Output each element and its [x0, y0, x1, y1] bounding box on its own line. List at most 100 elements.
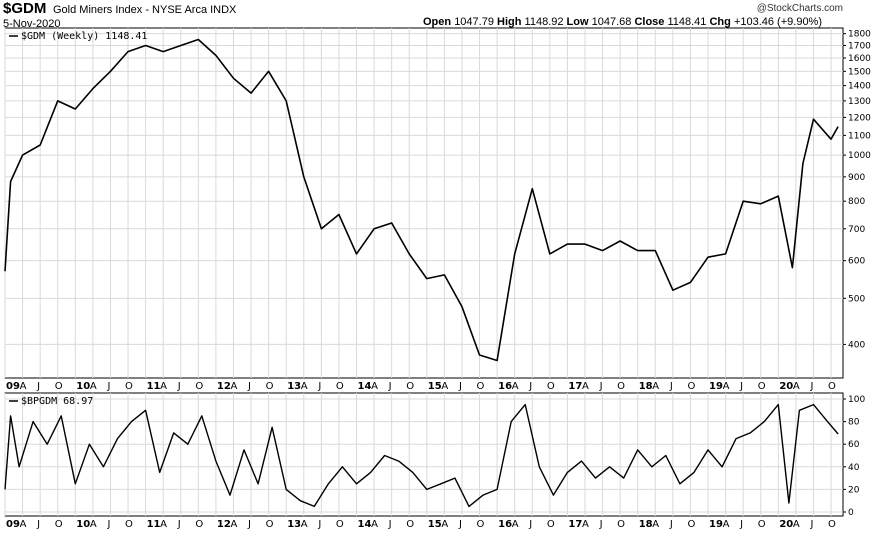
indicator-xtick-label: 16: [498, 519, 512, 530]
price-xtick-label: 20: [779, 381, 793, 392]
price-ytick-label: 1800: [848, 30, 871, 40]
price-xtick-label: A: [371, 381, 378, 392]
low-value: 1047.68: [591, 16, 632, 28]
price-ytick-label: 500: [848, 294, 865, 304]
indicator-xtick-label: O: [55, 519, 63, 530]
indicator-xtick-label: O: [547, 519, 555, 530]
price-xtick-label: O: [336, 381, 344, 392]
price-xtick-label: O: [55, 381, 63, 392]
indicator-ytick-label: 40: [848, 463, 860, 473]
price-ytick-label: 1200: [848, 113, 871, 123]
indicator-xtick-label: A: [793, 519, 800, 530]
indicator-xtick-label: A: [441, 519, 448, 530]
indicator-xtick-label: A: [652, 519, 659, 530]
price-xtick-label: 16: [498, 381, 512, 392]
indicator-xtick-label: O: [266, 519, 274, 530]
open-value: 1047.79: [454, 16, 494, 28]
indicator-xtick-label: O: [758, 519, 766, 530]
indicator-xtick-label: 10: [76, 519, 90, 530]
indicator-xtick-label: O: [617, 519, 625, 530]
indicator-xtick-label: J: [669, 519, 673, 530]
price-xtick-label: J: [36, 381, 40, 392]
price-xtick-label: O: [406, 381, 414, 392]
indicator-xtick-label: A: [230, 519, 237, 530]
price-xtick-label: A: [20, 381, 27, 392]
indicator-xtick-label: J: [106, 519, 110, 530]
close-label: Close: [634, 16, 665, 28]
indicator-xtick-label: A: [582, 519, 589, 530]
indicator-xtick-label: J: [528, 519, 532, 530]
indicator-xtick-label: J: [317, 519, 321, 530]
indicator-xtick-label: O: [406, 519, 414, 530]
price-xtick-label: A: [160, 381, 167, 392]
indicator-legend-label: $BPGDM 68.97: [21, 396, 93, 407]
price-xtick-label: A: [512, 381, 519, 392]
price-ytick-label: 700: [848, 225, 865, 235]
indicator-xtick-label: O: [687, 519, 695, 530]
indicator-xtick-label: A: [160, 519, 167, 530]
indicator-xtick-label: 14: [358, 519, 372, 530]
indicator-panel-frame: [4, 392, 844, 517]
price-xtick-label: 17: [568, 381, 582, 392]
price-ytick-label: 1300: [848, 97, 871, 107]
indicator-xtick-label: A: [371, 519, 378, 530]
indicator-xtick-label: J: [36, 519, 40, 530]
price-xtick-label: O: [617, 381, 625, 392]
indicator-xtick-label: O: [336, 519, 344, 530]
price-xtick-label: O: [477, 381, 485, 392]
indicator-xtick-label: O: [828, 519, 836, 530]
price-xtick-label: A: [652, 381, 659, 392]
indicator-xtick-label: 19: [709, 519, 723, 530]
price-ytick-label: 600: [848, 257, 865, 267]
open-label: Open: [423, 16, 452, 28]
price-ytick-label: 900: [848, 173, 865, 183]
indicator-xtick-label: 09: [6, 519, 20, 530]
ohlc-readout: Open 1047.79 High 1148.92 Low 1047.68 Cl…: [423, 16, 822, 28]
price-xtick-label: A: [793, 381, 800, 392]
indicator-xtick-label: J: [388, 519, 392, 530]
price-xtick-label: A: [230, 381, 237, 392]
indicator-xtick-label: 13: [287, 519, 301, 530]
stockcharts-credit: @StockCharts.com: [756, 3, 843, 14]
indicator-ytick-label: 100: [848, 395, 865, 405]
index-name: Gold Miners Index - NYSE Arca INDX: [53, 4, 237, 16]
price-ytick-label: 1100: [848, 131, 871, 141]
indicator-xtick-label: J: [177, 519, 181, 530]
chg-label: Chg: [709, 16, 731, 28]
price-xtick-label: O: [687, 381, 695, 392]
symbol-title: $GDM: [3, 0, 47, 17]
indicator-xtick-label: J: [247, 519, 251, 530]
price-ytick-label: 1000: [848, 151, 871, 161]
price-xtick-label: 13: [287, 381, 301, 392]
indicator-xtick-label: J: [809, 519, 813, 530]
price-xtick-label: J: [599, 381, 603, 392]
price-xtick-label: O: [266, 381, 274, 392]
high-label: High: [497, 16, 522, 28]
price-legend-label: $GDM (Weekly) 1148.41: [21, 31, 147, 42]
indicator-xtick-label: A: [301, 519, 308, 530]
close-value: 1148.41: [667, 16, 707, 28]
indicator-ytick-label: 60: [848, 440, 860, 450]
price-xtick-label: J: [247, 381, 251, 392]
indicator-ytick-label: 20: [848, 485, 860, 495]
indicator-xtick-label: O: [125, 519, 133, 530]
price-xtick-label: O: [758, 381, 766, 392]
indicator-xtick-label: 11: [147, 519, 161, 530]
price-xtick-label: O: [195, 381, 203, 392]
price-xtick-label: J: [669, 381, 673, 392]
indicator-xtick-label: 15: [428, 519, 442, 530]
indicator-xtick-label: J: [739, 519, 743, 530]
indicator-xtick-label: 20: [779, 519, 793, 530]
price-xtick-label: A: [723, 381, 730, 392]
price-xtick-label: O: [828, 381, 836, 392]
price-xtick-label: J: [739, 381, 743, 392]
price-xtick-label: O: [125, 381, 133, 392]
indicator-xtick-label: 12: [217, 519, 231, 530]
indicator-xtick-label: 18: [639, 519, 653, 530]
price-xtick-label: J: [106, 381, 110, 392]
price-xtick-label: O: [547, 381, 555, 392]
price-ytick-label: 800: [848, 197, 865, 207]
price-ytick-label: 400: [848, 340, 865, 350]
